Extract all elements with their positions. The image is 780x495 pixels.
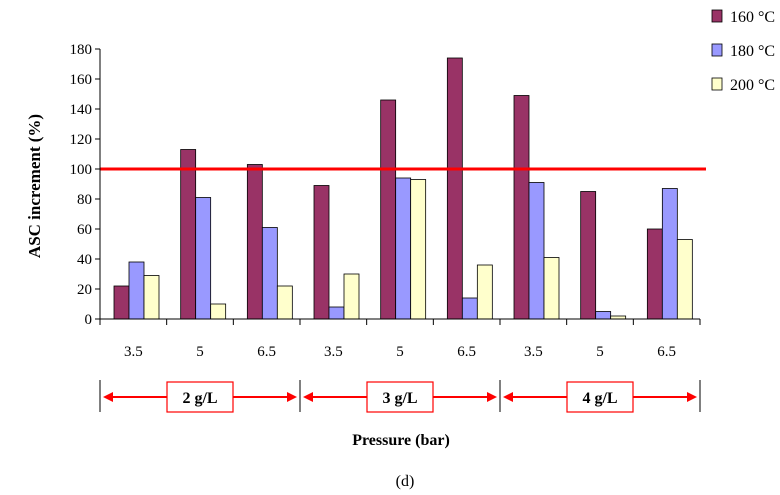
group-arrow-head-right — [487, 392, 497, 402]
y-tick-label: 100 — [70, 162, 93, 178]
legend-swatch — [711, 9, 723, 23]
legend-label: 160 °C — [730, 9, 775, 26]
group-brackets: 2 g/L 3 g/L 4 g/L — [99, 380, 701, 413]
bar — [210, 303, 227, 320]
bar — [513, 95, 530, 320]
y-tick-label: 140 — [70, 102, 93, 118]
x-tick-label: 3.5 — [524, 344, 543, 360]
bar — [380, 99, 397, 320]
group-label: 3 g/L — [382, 390, 417, 407]
bar — [528, 182, 545, 320]
y-tick-label: 160 — [70, 72, 93, 88]
bar — [246, 164, 263, 320]
group-arrow-head-right — [287, 392, 297, 402]
group-arrow-head-left — [303, 392, 313, 402]
bar — [580, 191, 597, 320]
bar — [143, 275, 160, 320]
bar — [661, 188, 678, 320]
legend-label: 180 °C — [730, 43, 775, 60]
legend-swatch — [711, 43, 723, 57]
x-tick-label: 6.5 — [257, 344, 276, 360]
y-tick-label: 40 — [77, 252, 92, 268]
bar — [276, 285, 293, 320]
x-tick-label: 3.5 — [124, 344, 143, 360]
bar — [595, 311, 612, 320]
x-tick-label: 6.5 — [657, 344, 676, 360]
y-tick-label: 180 — [70, 42, 93, 58]
bar — [128, 261, 145, 320]
bar — [195, 197, 212, 320]
y-tick-label: 80 — [77, 192, 92, 208]
y-tick-label: 60 — [77, 222, 92, 238]
x-tick-label: 5 — [396, 344, 404, 360]
bar — [313, 185, 330, 320]
legend: 160 °C 180 °C 200 °C — [711, 9, 775, 94]
y-tick-label: 120 — [70, 132, 93, 148]
bar — [113, 285, 130, 320]
x-tick-label: 5 — [196, 344, 204, 360]
y-tick-label: 20 — [77, 282, 92, 298]
group-label-box — [566, 381, 634, 413]
y-tick-label: 0 — [85, 312, 93, 328]
bar — [328, 306, 345, 320]
legend-label: 200 °C — [730, 77, 775, 94]
x-axis-label: Pressure (bar) — [352, 432, 450, 449]
figure-caption: (d) — [396, 473, 415, 490]
bar — [646, 228, 663, 320]
x-axis: 3.5 5 6.5 3.5 5 6.5 3.5 5 6.5 — [99, 318, 701, 360]
legend-swatch — [711, 77, 723, 91]
group-arrow-head-right — [687, 392, 697, 402]
group-label: 2 g/L — [182, 390, 217, 407]
group-label-box — [366, 381, 434, 413]
y-axis-label: ASC increment (%) — [25, 114, 44, 258]
x-tick-label: 3.5 — [324, 344, 343, 360]
bar — [343, 273, 360, 320]
group-arrow-head-left — [103, 392, 113, 402]
x-tick-label: 6.5 — [457, 344, 476, 360]
plot-area — [100, 57, 706, 320]
group-arrow-head-left — [503, 392, 513, 402]
x-tick-label: 5 — [596, 344, 604, 360]
bar — [261, 227, 278, 320]
bar — [410, 179, 427, 320]
bar — [476, 264, 493, 320]
bar — [543, 257, 560, 320]
bar — [676, 239, 693, 320]
bar — [180, 149, 197, 320]
bar — [395, 177, 412, 320]
bar — [461, 297, 478, 320]
y-axis: 0 20 40 60 80 100 120 140 160 180 — [70, 42, 101, 328]
bar — [446, 57, 463, 320]
group-label: 4 g/L — [582, 390, 617, 407]
group-label-box — [166, 381, 234, 413]
